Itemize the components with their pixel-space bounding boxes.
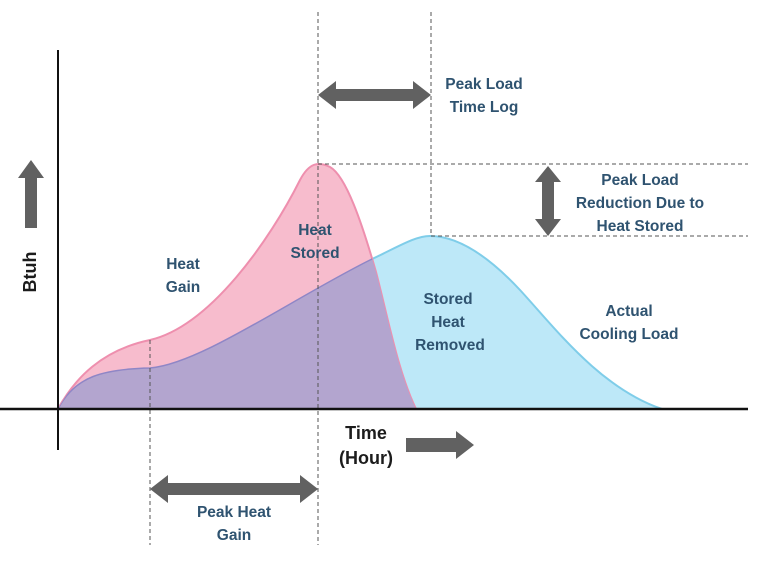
heat-gain-label-line1: Heat	[166, 256, 200, 273]
heat-stored-label-line2: Stored	[290, 245, 339, 262]
y-axis-up-arrow-icon	[18, 160, 44, 228]
peak-load-time-log-label-line1: Peak Load	[445, 76, 523, 93]
x-axis-label-line1: Time	[345, 423, 387, 443]
peak-load-time-log-double-arrow-icon	[318, 81, 431, 109]
heat-stored-label-line1: Heat	[298, 222, 332, 239]
y-axis-label: Btuh	[20, 252, 40, 293]
x-axis-right-arrow-icon	[406, 431, 474, 459]
heat-gain-label-line2: Gain	[166, 279, 200, 296]
x-axis-label-line2: (Hour)	[339, 448, 393, 468]
peak-heat-gain-label-line2: Gain	[217, 527, 251, 544]
actual-cooling-load-label-line2: Cooling Load	[579, 326, 678, 343]
peak-load-reduction-label-line2: Reduction Due to	[576, 195, 704, 212]
peak-load-reduction-double-arrow-icon	[535, 166, 561, 236]
peak-heat-gain-double-arrow-icon	[150, 475, 318, 503]
actual-cooling-load-label-line1: Actual	[605, 303, 652, 320]
peak-heat-gain-label-line1: Peak Heat	[197, 504, 271, 521]
peak-load-reduction-label-line3: Heat Stored	[597, 218, 684, 235]
peak-load-reduction-label-line1: Peak Load	[601, 172, 679, 189]
stored-heat-removed-label-line3: Removed	[415, 337, 485, 354]
stored-heat-removed-label-line1: Stored	[423, 291, 472, 308]
stored-heat-removed-label-line2: Heat	[431, 314, 465, 331]
peak-load-time-log-label-line2: Time Log	[450, 99, 519, 116]
